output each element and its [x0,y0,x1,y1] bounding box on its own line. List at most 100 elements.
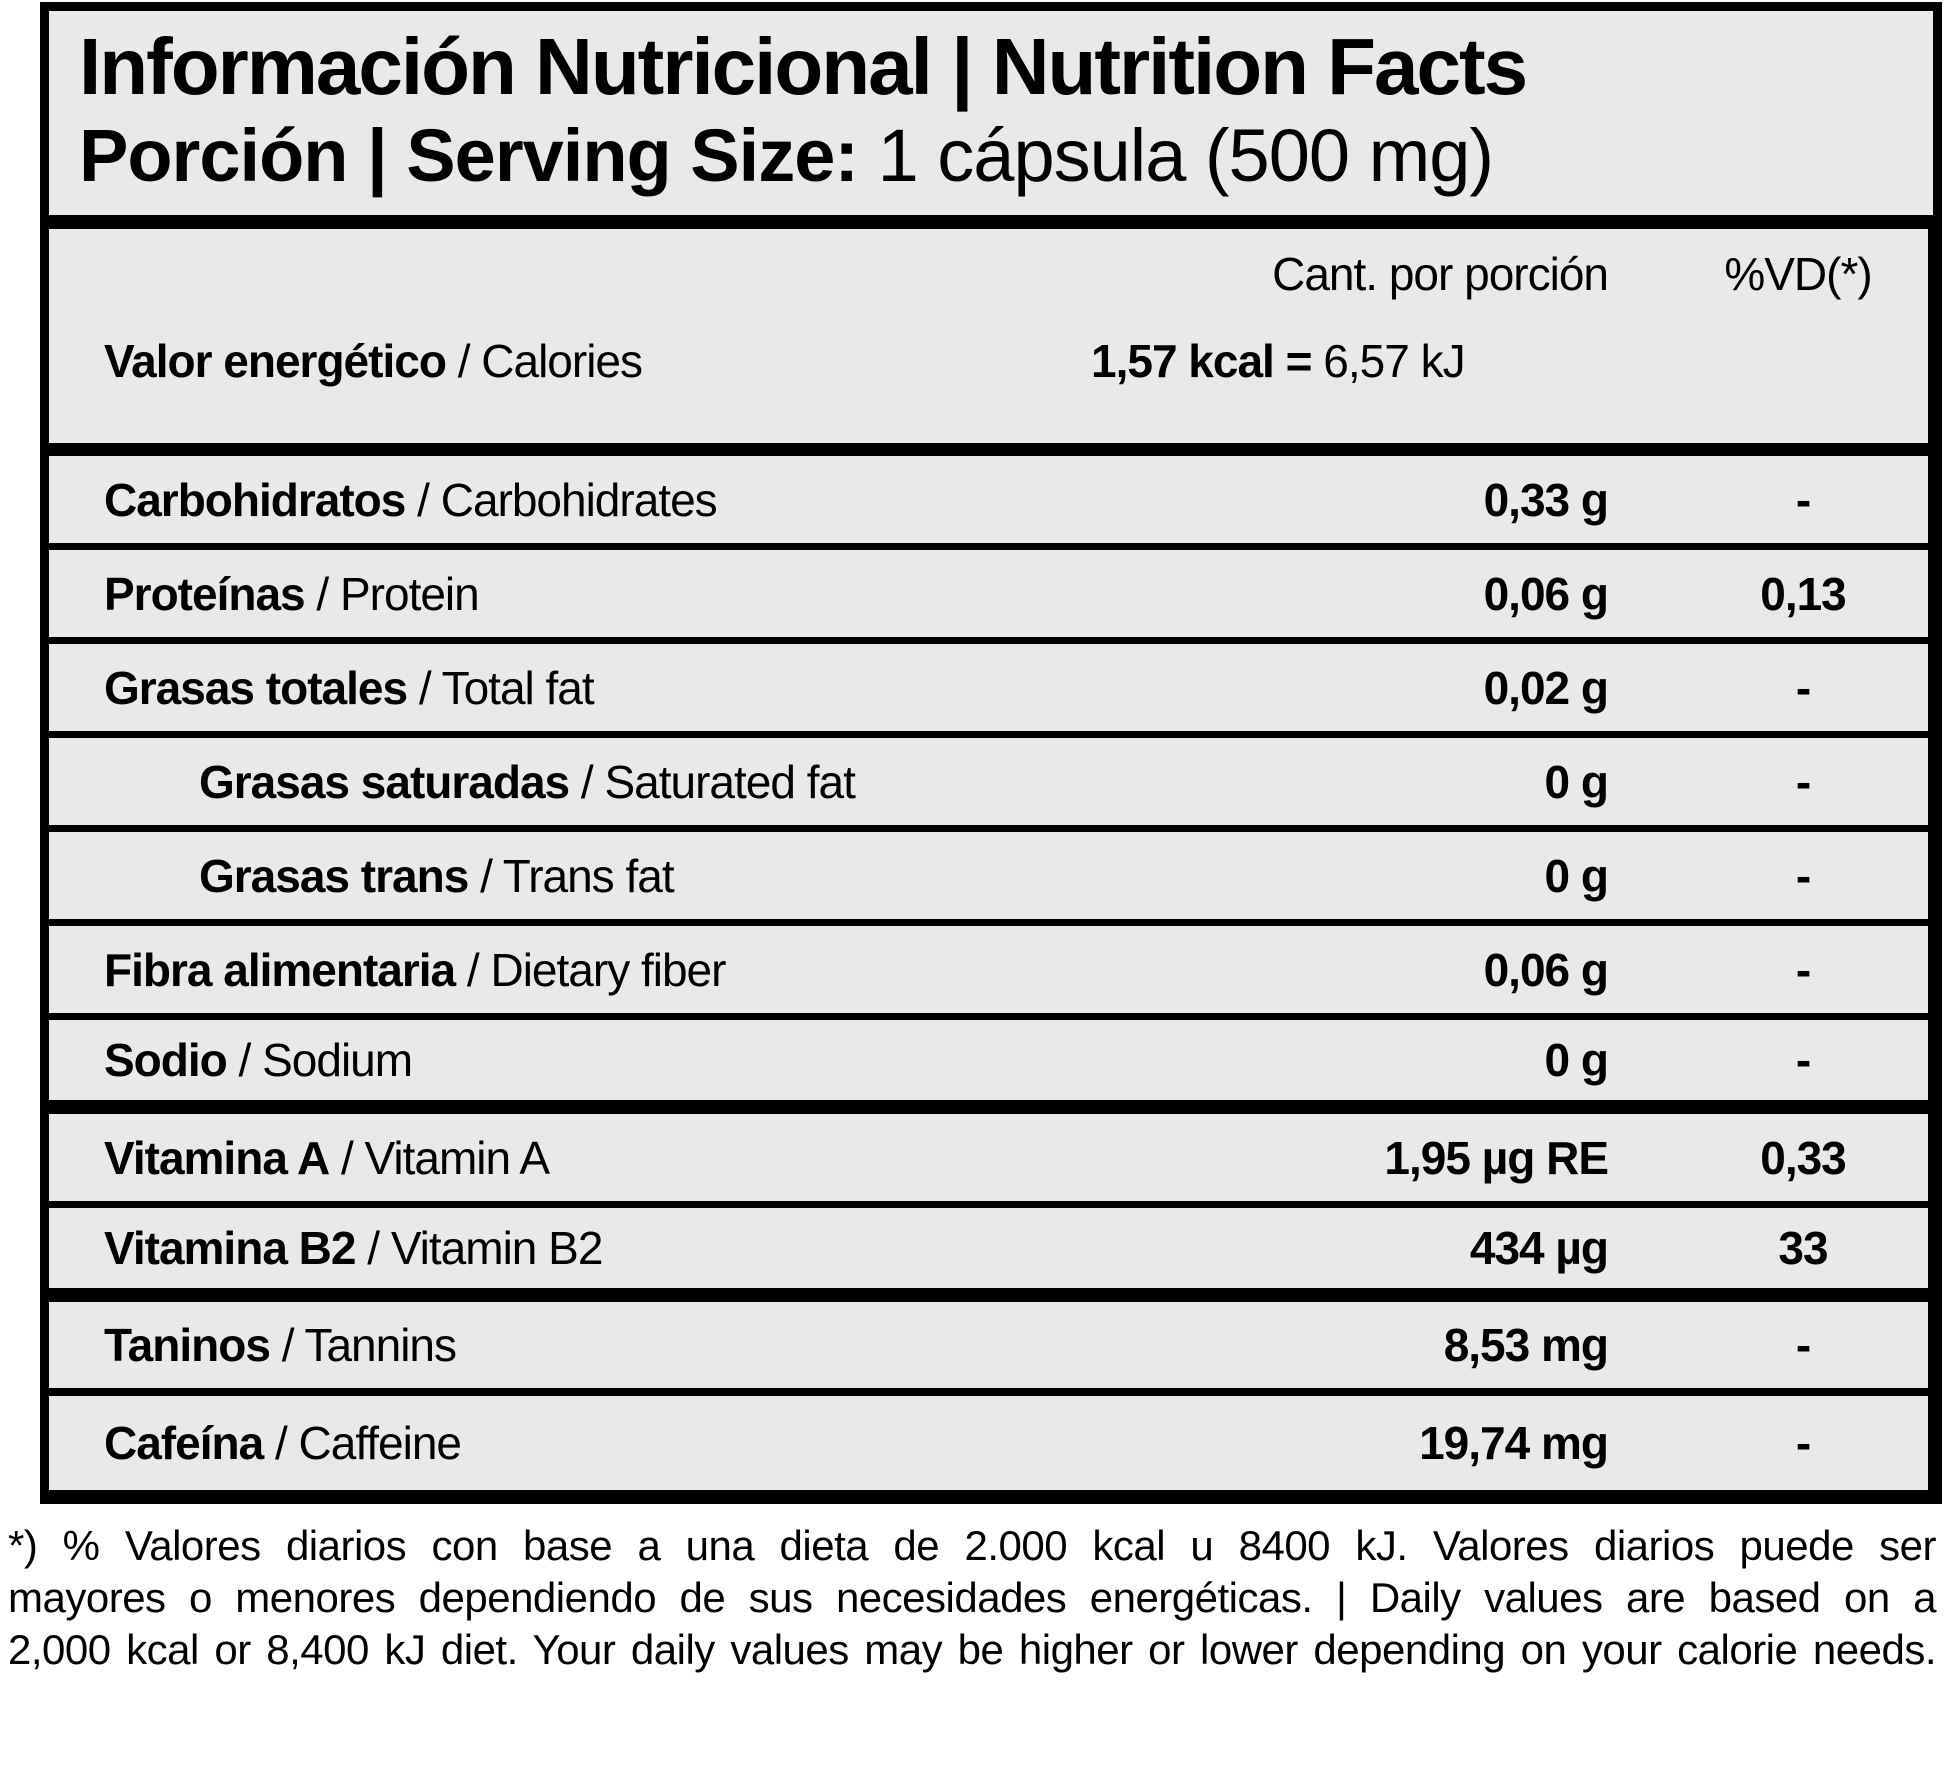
nutrient-name: Sodio / Sodium [49,1033,1208,1087]
energy-value-kj: 6,57 kJ [1323,335,1465,387]
nutrient-amount: 8,53 mg [1443,1319,1609,1371]
nutrient-dv: - [1795,943,1811,996]
nutrient-name: Carbohidratos / Carbohidrates [49,473,1208,527]
nutrient-amount: 0,06 g [1483,567,1609,620]
nutrient-name-en: Carbohidrates [440,473,718,526]
column-header-spacer [49,241,1208,307]
name-separator: / [480,849,493,902]
nutrient-name: Vitamina B2 / Vitamin B2 [49,1221,1208,1275]
table-row: Grasas saturadas / Saturated fat 0 g - [49,738,1928,832]
energy-name: Valor energético / Calories [49,334,1091,388]
nutrient-amount: 0,33 g [1483,473,1609,526]
nutrient-amount: 0 g [1544,1034,1609,1086]
nutrient-amount: 0 g [1544,849,1609,902]
amount-column-header: Cant. por porción [1272,248,1609,300]
nutrient-name-en: Trans fat [502,849,675,902]
name-separator: / [466,943,480,996]
footnote: *) % Valores diarios con base a una diet… [0,1520,1944,1676]
nutrient-name-es: Proteínas [104,567,306,620]
nutrient-name: Grasas totales / Total fat [49,661,1208,715]
nutrient-dv: - [1795,1417,1811,1469]
serving-size-value: 1 cápsula (500 mg) [877,114,1494,197]
nutrient-name-en: Sodium [262,1034,413,1086]
name-separator: / [238,1034,252,1086]
name-separator: / [281,1319,295,1371]
energy-name-en: Calories [481,335,643,387]
energy-row: Valor energético / Calories 1,57 kcal = … [49,307,1928,415]
nutrient-name: Cafeína / Caffeine [49,1416,1208,1470]
nutrient-name: Grasas trans / Trans fat [49,849,1208,903]
table-row: Cafeína / Caffeine 19,74 mg - [49,1396,1928,1490]
nutrient-amount: 19,74 mg [1419,1417,1609,1469]
nutrient-name: Fibra alimentaria / Dietary fiber [49,943,1208,997]
nutrient-dv: - [1795,661,1811,714]
name-separator: / [580,755,594,808]
nutrient-dv: 0,33 [1760,1131,1847,1184]
nutrient-dv: 0,13 [1760,567,1847,620]
nutrient-name-en: Vitamin B2 [390,1222,604,1274]
nutrient-dv: - [1795,473,1811,526]
serving-size-line: Porción | Serving Size: 1 cápsula (500 m… [79,113,1907,199]
nutrient-amount: 0,02 g [1483,661,1609,714]
nutrient-amount: 0 g [1544,755,1609,808]
nutrient-name: Proteínas / Protein [49,567,1208,621]
table-row: Taninos / Tannins 8,53 mg - [49,1302,1928,1396]
footnote-line: *) % Valores diarios con base a una diet… [8,1522,1937,1569]
nutrient-name-en: Protein [339,567,480,620]
column-header-row: Cant. por porción %VD(*) [49,241,1928,307]
name-separator: / [340,1131,354,1184]
name-separator: / [417,473,430,526]
serving-size-label: Porción | Serving Size: [79,114,859,197]
nutrient-amount: 1,95 µg RE [1384,1131,1609,1184]
nutrient-name-es: Carbohidratos [104,473,406,526]
nutrient-name-en: Total fat [441,661,595,714]
nutrient-dv: - [1795,1319,1811,1371]
energy-section: Cant. por porción %VD(*) Valor energétic… [49,229,1928,456]
footnote-line: mayores o menores dependiendo de sus nec… [8,1574,1937,1621]
table-row: Vitamina A / Vitamin A 1,95 µg RE 0,33 [49,1114,1928,1208]
dv-column-header: %VD(*) [1724,248,1872,300]
nutrient-name-es: Grasas saturadas [199,755,570,808]
table-row: Proteínas / Protein 0,06 g 0,13 [49,550,1928,644]
nutrient-name-es: Vitamina B2 [104,1222,356,1274]
table-row: Fibra alimentaria / Dietary fiber 0,06 g… [49,926,1928,1020]
name-separator: / [274,1417,288,1469]
nutrient-name-es: Cafeína [104,1417,264,1469]
nutrient-dv: 33 [1778,1222,1828,1274]
nutrient-name-es: Sodio [104,1034,228,1086]
nutrient-name-es: Grasas totales [104,661,408,714]
name-separator: / [316,567,329,620]
facts-table: Cant. por porción %VD(*) Valor energétic… [40,222,1942,1504]
nutrient-name: Grasas saturadas / Saturated fat [49,755,1208,809]
table-row: Carbohidratos / Carbohidrates 0,33 g - [49,456,1928,550]
name-separator: / [457,335,471,387]
nutrient-amount: 434 µg [1469,1222,1609,1274]
table-row: Vitamina B2 / Vitamin B2 434 µg 33 [49,1208,1928,1302]
table-row: Grasas trans / Trans fat 0 g - [49,832,1928,926]
nutrition-label: Información Nutricional | Nutrition Fact… [40,2,1942,1504]
nutrient-name: Vitamina A / Vitamin A [49,1131,1208,1185]
label-header: Información Nutricional | Nutrition Fact… [40,2,1942,222]
table-row: Grasas totales / Total fat 0,02 g - [49,644,1928,738]
nutrient-name-es: Vitamina A [104,1131,330,1184]
name-separator: / [418,661,432,714]
energy-value: 1,57 kcal = 6,57 kJ [1091,334,1928,388]
nutrient-dv: - [1795,1034,1811,1086]
label-title: Información Nutricional | Nutrition Fact… [79,22,1528,111]
nutrient-amount: 0,06 g [1483,943,1609,996]
nutrient-dv: - [1795,849,1811,902]
energy-value-kcal: 1,57 kcal = [1091,335,1312,387]
nutrient-name: Taninos / Tannins [49,1318,1208,1372]
nutrient-name-es: Taninos [104,1319,271,1371]
name-separator: / [367,1222,380,1274]
nutrient-name-en: Dietary fiber [490,943,726,996]
nutrient-name-en: Caffeine [298,1417,463,1469]
nutrient-name-es: Grasas trans [199,849,469,902]
nutrient-name-en: Saturated fat [604,755,855,808]
nutrient-dv: - [1795,755,1811,808]
nutrient-name-en: Tannins [304,1319,457,1371]
footnote-line: 2,000 kcal or 8,400 kJ diet. Your daily … [8,1626,1937,1673]
nutrient-name-es: Fibra alimentaria [104,943,456,996]
nutrient-name-en: Vitamin A [364,1131,550,1184]
energy-name-es: Valor energético [104,335,447,387]
